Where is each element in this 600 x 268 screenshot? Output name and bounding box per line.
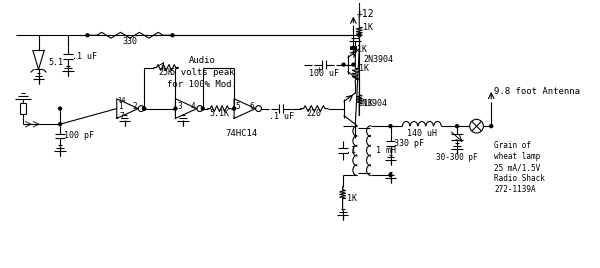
Text: 7: 7 — [119, 112, 124, 121]
Text: +: + — [316, 65, 321, 74]
Text: 74HC14: 74HC14 — [226, 129, 258, 139]
Text: 1K: 1K — [347, 194, 356, 203]
Circle shape — [352, 63, 355, 66]
Text: 140 uH: 140 uH — [407, 129, 437, 137]
Text: 9.8 foot Antenna: 9.8 foot Antenna — [494, 87, 580, 96]
Text: 4: 4 — [191, 102, 196, 111]
Text: 100 pF: 100 pF — [64, 132, 94, 140]
Circle shape — [143, 107, 146, 110]
Text: 2N3904: 2N3904 — [357, 99, 387, 108]
Text: 25K: 25K — [158, 68, 173, 77]
Text: 1K: 1K — [363, 23, 373, 32]
Text: 100 uF: 100 uF — [309, 69, 339, 78]
Text: 1K: 1K — [357, 45, 367, 54]
Circle shape — [143, 107, 146, 110]
Text: Grain of
wheat lamp
25 mA/1.5V
Radio Shack
272-1139A: Grain of wheat lamp 25 mA/1.5V Radio Sha… — [494, 141, 545, 194]
Text: 5: 5 — [236, 102, 241, 111]
Text: 330 pF: 330 pF — [394, 139, 424, 148]
Text: Audio
5 volts peak
for 100% Mod.: Audio 5 volts peak for 100% Mod. — [167, 56, 237, 89]
Text: 6: 6 — [250, 102, 254, 111]
Text: 1K: 1K — [359, 64, 369, 73]
Circle shape — [389, 174, 392, 177]
Text: 5.1K: 5.1K — [209, 109, 229, 118]
Circle shape — [59, 123, 62, 126]
Text: 330: 330 — [122, 37, 137, 46]
Circle shape — [171, 34, 174, 37]
Text: .1: .1 — [346, 146, 356, 155]
Circle shape — [455, 125, 458, 128]
Text: 1 mH: 1 mH — [376, 146, 396, 155]
Text: .1 uF: .1 uF — [269, 112, 293, 121]
Text: 2N3904: 2N3904 — [363, 55, 393, 64]
Text: 14: 14 — [118, 97, 126, 103]
Circle shape — [59, 107, 62, 110]
Text: 1: 1 — [118, 102, 123, 111]
Text: 1K: 1K — [363, 99, 373, 108]
Circle shape — [389, 125, 392, 128]
Circle shape — [202, 107, 204, 110]
Text: 30-300 pF: 30-300 pF — [436, 153, 478, 162]
Text: +12: +12 — [356, 9, 374, 19]
Text: .1 uF: .1 uF — [72, 52, 97, 61]
Text: 3: 3 — [177, 102, 182, 111]
Text: 2: 2 — [132, 102, 137, 111]
Circle shape — [233, 107, 236, 110]
Circle shape — [490, 125, 493, 128]
Text: 5.1: 5.1 — [49, 58, 64, 67]
Circle shape — [86, 34, 89, 37]
Circle shape — [342, 63, 345, 66]
Text: 220: 220 — [307, 109, 322, 118]
Circle shape — [174, 107, 177, 110]
Circle shape — [358, 34, 361, 37]
